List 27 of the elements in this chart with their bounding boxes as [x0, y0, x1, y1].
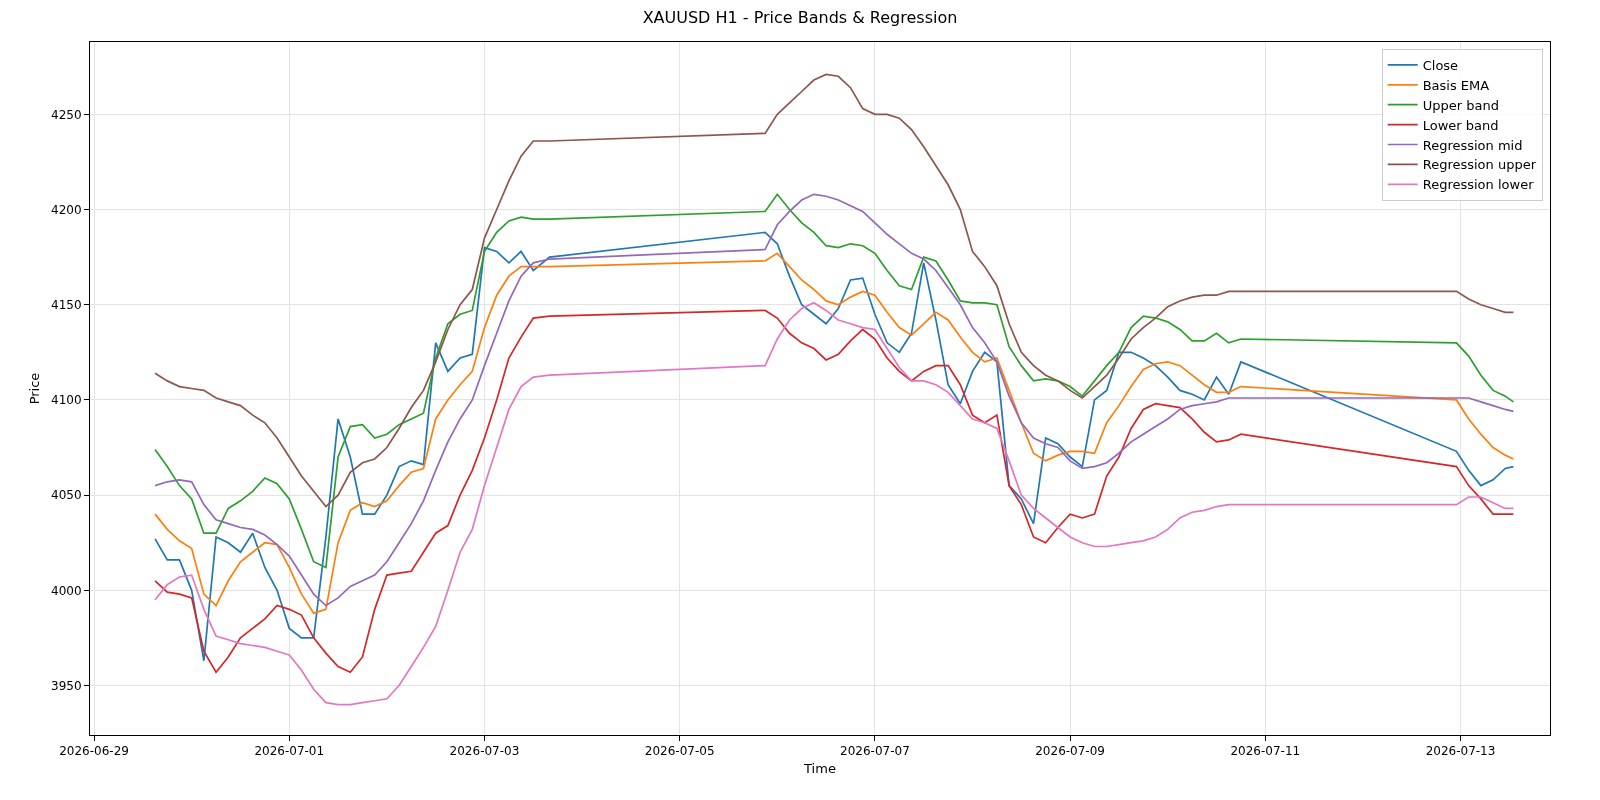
x-tick-label: 2026-07-09	[1035, 744, 1105, 759]
legend-label: Lower band	[1422, 117, 1499, 133]
y-tick-label: 3950	[51, 678, 82, 693]
legend-label: Regression mid	[1422, 137, 1523, 153]
y-tick-label: 4000	[51, 583, 82, 598]
x-tick-label: 2026-07-13	[1425, 744, 1496, 759]
legend-label: Basis EMA	[1422, 77, 1490, 93]
legend-label: Close	[1422, 57, 1459, 73]
x-tick-label: 2026-07-05	[644, 744, 715, 759]
x-tick-label: 2026-07-01	[254, 744, 325, 759]
y-axis-title: Price	[27, 372, 42, 405]
x-tick-label: 2026-07-07	[840, 744, 910, 759]
y-tick-label: 4150	[51, 297, 82, 312]
chart-title: XAUUSD H1 - Price Bands & Regression	[642, 8, 958, 28]
y-tick-label: 4250	[51, 107, 82, 122]
y-tick-label: 4100	[51, 393, 82, 408]
line-series	[154, 252, 1515, 614]
x-axis-title: Time	[803, 761, 836, 776]
x-tick-label: 2026-06-29	[59, 744, 129, 759]
y-tick-label: 4050	[51, 488, 82, 503]
x-tick-label: 2026-07-11	[1230, 744, 1301, 759]
y-tick-label: 4200	[51, 202, 82, 217]
x-tick-label: 2026-07-03	[449, 744, 520, 759]
line-series	[154, 231, 1515, 662]
legend-label: Regression upper	[1422, 157, 1537, 173]
legend-label: Upper band	[1422, 97, 1499, 113]
legend-label: Regression lower	[1422, 177, 1535, 193]
